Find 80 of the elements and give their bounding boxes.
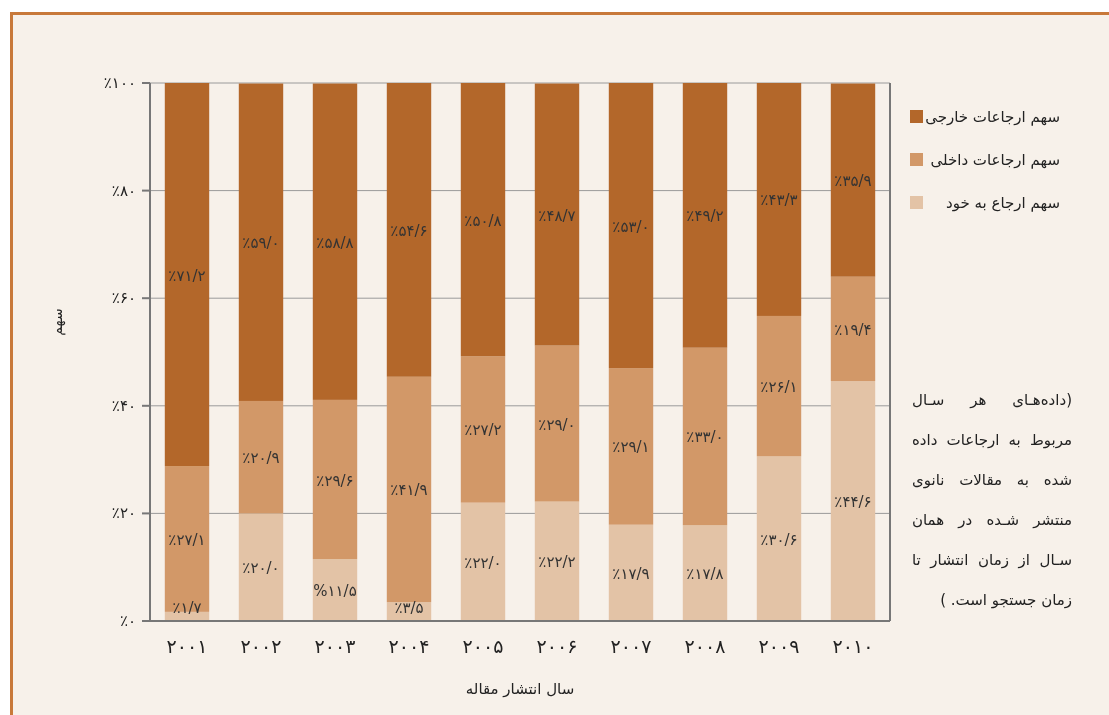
bar [682,347,728,526]
y-tick-label: ٪۴۰ [111,396,136,415]
bar [608,83,654,369]
data-label: ٪۵۳/۰ [612,217,650,236]
data-label: ٪۱۹/۴ [834,320,872,339]
data-label: ٪۲۰/۹ [242,449,280,468]
bar [460,83,506,357]
data-label: ٪۲۶/۱ [760,378,798,397]
bar [312,83,358,400]
data-label: ٪۳۳/۰ [686,428,724,447]
x-tick-label: ۲۰۰۴ [388,635,430,657]
data-label: ٪۱/۷ [172,599,202,617]
bar [534,345,580,502]
bar [830,83,876,277]
legend-label: سهم ارجاعات داخلی [930,151,1060,169]
y-tick-label: ٪۶۰ [111,289,136,308]
data-label: %۱۱/۵ [313,582,357,601]
x-tick-label: ۲۰۰۲ [240,635,282,657]
bar [386,376,432,603]
bar [534,501,580,621]
bar [164,83,210,467]
y-axis-title: سهم [49,308,66,336]
x-tick-label: ۲۰۰۶ [536,635,578,657]
bar [756,83,802,316]
legend-label: سهم ارجاعات خارجی [925,108,1060,126]
x-tick-label: ۲۰۰۷ [610,635,652,657]
bar [608,368,654,525]
y-tick-label: ٪۱۰۰ [103,74,136,92]
data-label: ٪۲۷/۲ [464,421,502,440]
data-label: ٪۱۷/۸ [686,565,724,584]
bar [238,513,284,621]
data-label: ٪۲۹/۰ [538,415,576,434]
data-label: ٪۲۲/۲ [538,553,576,572]
bar [164,466,210,612]
data-label: ٪۵۴/۶ [390,221,428,240]
y-tick-label: ٪۸۰ [111,181,136,200]
data-label: ٪۴۱/۹ [390,481,428,500]
bar [682,525,728,621]
x-tick-label: ۲۰۰۱ [166,635,208,657]
data-label: ٪۲۷/۱ [168,530,206,549]
x-tick-label: ۲۰۰۳ [314,635,356,657]
bar [756,456,802,621]
bar [460,356,506,503]
data-label: ٪۲۰/۰ [242,559,280,578]
bar [830,276,876,382]
bar [238,400,284,514]
data-label: ٪۵۰/۸ [464,211,502,230]
data-label: ٪۱۷/۹ [612,564,650,583]
data-label: ٪۳۵/۹ [834,172,872,191]
data-label: ٪۲۹/۱ [612,438,650,457]
bar [608,524,654,621]
x-axis-title: سال انتشار مقاله [465,680,575,698]
bar [312,559,358,621]
x-tick-label: ۲۰۰۵ [462,635,504,657]
text: (داده‌هـای هر سـال مربوط به ارجاعات داده شده به مقالات نانوی منتشر شـده در همان سـال از زمان انتشار تا زمان جستجو است. ) [912,391,1072,609]
data-label: ٪۷۱/۲ [168,266,206,285]
data-label: ٪۲۲/۰ [464,553,502,572]
legend-label: سهم ارجاع به خود [946,194,1060,212]
data-label: ٪۳/۵ [394,599,424,617]
bar [534,83,580,346]
data-label: ٪۳۰/۶ [760,530,798,549]
bar [460,502,506,621]
data-label: ٪۵۸/۸ [316,233,354,252]
data-label: ٪۴۴/۶ [834,493,872,512]
x-tick-label: ۲۰۰۹ [758,635,800,657]
x-tick-label: ۲۰۱۰ [832,635,874,657]
data-label: ٪۲۹/۶ [316,471,354,490]
bar [386,83,432,377]
y-tick-label: ٪۰ [119,612,136,630]
x-tick-label: ۲۰۰۸ [684,635,726,657]
data-label: ٪۴۸/۷ [538,206,576,225]
bar [756,315,802,457]
bar [312,399,358,560]
data-label: ٪۵۹/۰ [242,234,280,253]
y-tick-label: ٪۲۰ [111,504,136,523]
bar [830,381,876,621]
data-label: ٪۴۳/۳ [760,191,798,210]
bar [682,83,728,348]
data-label: ٪۴۹/۲ [686,207,724,226]
bar [238,83,284,401]
